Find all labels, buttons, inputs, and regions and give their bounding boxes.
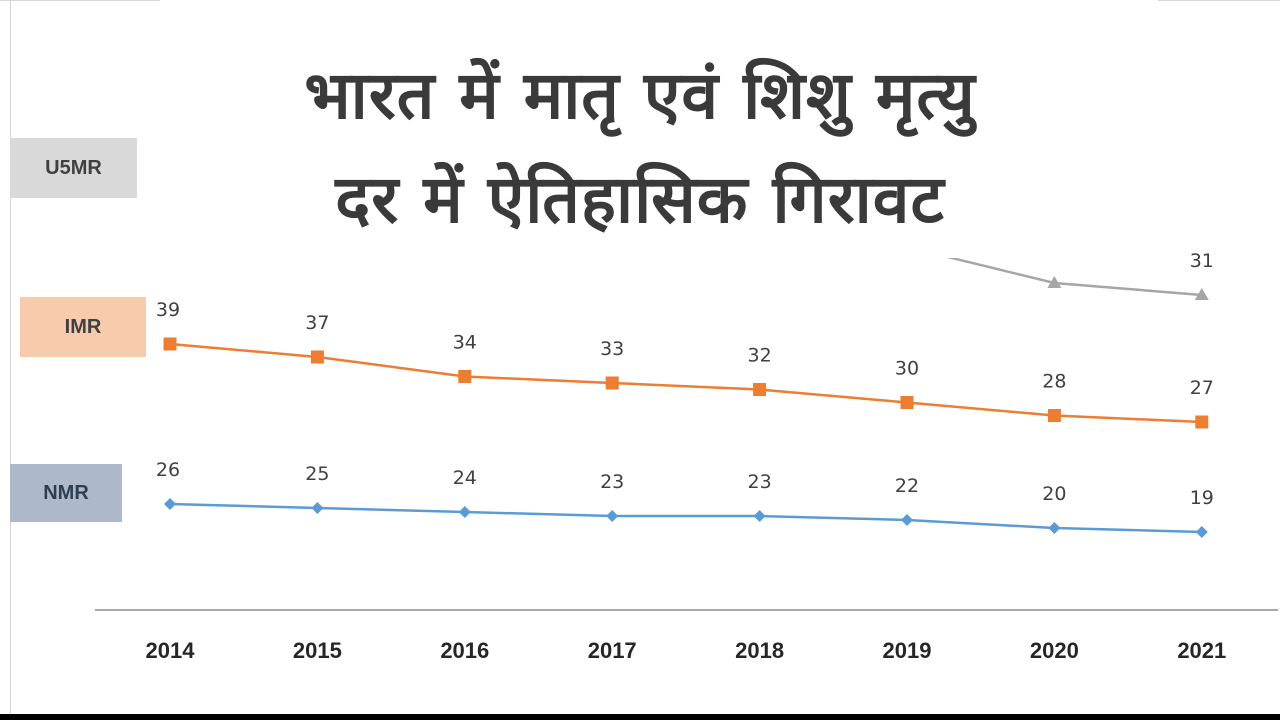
point-nmr-2019 bbox=[901, 514, 913, 526]
data-label-imr-2016: 34 bbox=[453, 332, 477, 354]
series-line-nmr bbox=[169, 502, 1202, 534]
x-tick-label-2021: 2021 bbox=[1177, 638, 1226, 663]
series-nmr bbox=[164, 498, 1208, 538]
x-tick-label-2015: 2015 bbox=[293, 638, 342, 663]
point-nmr-2016 bbox=[458, 506, 471, 518]
legend-u5mr: U5MR bbox=[10, 138, 137, 198]
series-group bbox=[163, 258, 1209, 538]
data-label-nmr-2015: 25 bbox=[305, 463, 329, 485]
x-axis-ticks: 2014 2015 2016 2017 2018 2019 2020 2021 bbox=[146, 638, 1227, 663]
point-u5mr-2020 bbox=[1047, 276, 1062, 288]
point-imr-2018 bbox=[753, 383, 767, 396]
data-label-nmr-2014: 26 bbox=[156, 459, 180, 481]
data-label-nmr-2016: 24 bbox=[453, 467, 477, 489]
data-label-imr-2018: 32 bbox=[748, 345, 772, 367]
x-tick-label-2020: 2020 bbox=[1030, 638, 1079, 663]
data-label-nmr-2019: 22 bbox=[895, 475, 919, 497]
point-nmr-2021 bbox=[1195, 526, 1208, 538]
point-imr-2014 bbox=[163, 337, 177, 351]
point-nmr-2018 bbox=[753, 510, 766, 522]
point-imr-2017 bbox=[605, 376, 619, 390]
x-tick-label-2017: 2017 bbox=[588, 638, 637, 663]
point-imr-2021 bbox=[1195, 415, 1209, 429]
data-label-imr-2017: 33 bbox=[600, 338, 624, 360]
point-nmr-2014 bbox=[164, 498, 176, 510]
data-labels: 31 39 37 34 33 32 30 28 27 26 25 24 23 23 22 20 19 bbox=[156, 250, 1214, 509]
data-label-nmr-2021: 19 bbox=[1190, 487, 1214, 509]
point-nmr-2015 bbox=[311, 502, 324, 514]
legend-imr: IMR bbox=[20, 297, 146, 357]
point-u5mr-2021 bbox=[1194, 288, 1209, 300]
x-tick-label-2014: 2014 bbox=[146, 638, 196, 663]
data-label-imr-2021: 27 bbox=[1190, 377, 1214, 399]
series-imr bbox=[163, 337, 1209, 429]
x-tick-label-2018: 2018 bbox=[735, 638, 784, 663]
point-nmr-2017 bbox=[606, 510, 619, 522]
chart-title-line-1: भारत में मातृ एवं शिशु मृत्यु bbox=[304, 57, 976, 134]
point-imr-2015 bbox=[310, 350, 324, 364]
point-nmr-2020 bbox=[1048, 522, 1061, 534]
data-label-imr-2019: 30 bbox=[895, 358, 919, 380]
chart-title-line-2: दर में ऐतिहासिक गिरावट bbox=[335, 161, 945, 238]
data-label-u5mr-2021: 31 bbox=[1190, 250, 1214, 272]
data-label-imr-2020: 28 bbox=[1042, 371, 1066, 393]
x-tick-label-2016: 2016 bbox=[440, 638, 489, 663]
x-tick-label-2019: 2019 bbox=[883, 638, 932, 663]
data-label-nmr-2020: 20 bbox=[1042, 483, 1066, 505]
point-imr-2019 bbox=[900, 396, 914, 409]
data-label-nmr-2017: 23 bbox=[600, 471, 624, 493]
legend-nmr: NMR bbox=[10, 464, 122, 522]
data-label-imr-2014: 39 bbox=[156, 299, 180, 321]
series-u5mr bbox=[946, 258, 1209, 300]
point-imr-2020 bbox=[1047, 409, 1061, 422]
data-label-nmr-2018: 23 bbox=[748, 471, 772, 493]
series-line-imr bbox=[169, 342, 1202, 424]
point-imr-2016 bbox=[458, 370, 472, 383]
data-label-imr-2015: 37 bbox=[305, 312, 329, 334]
